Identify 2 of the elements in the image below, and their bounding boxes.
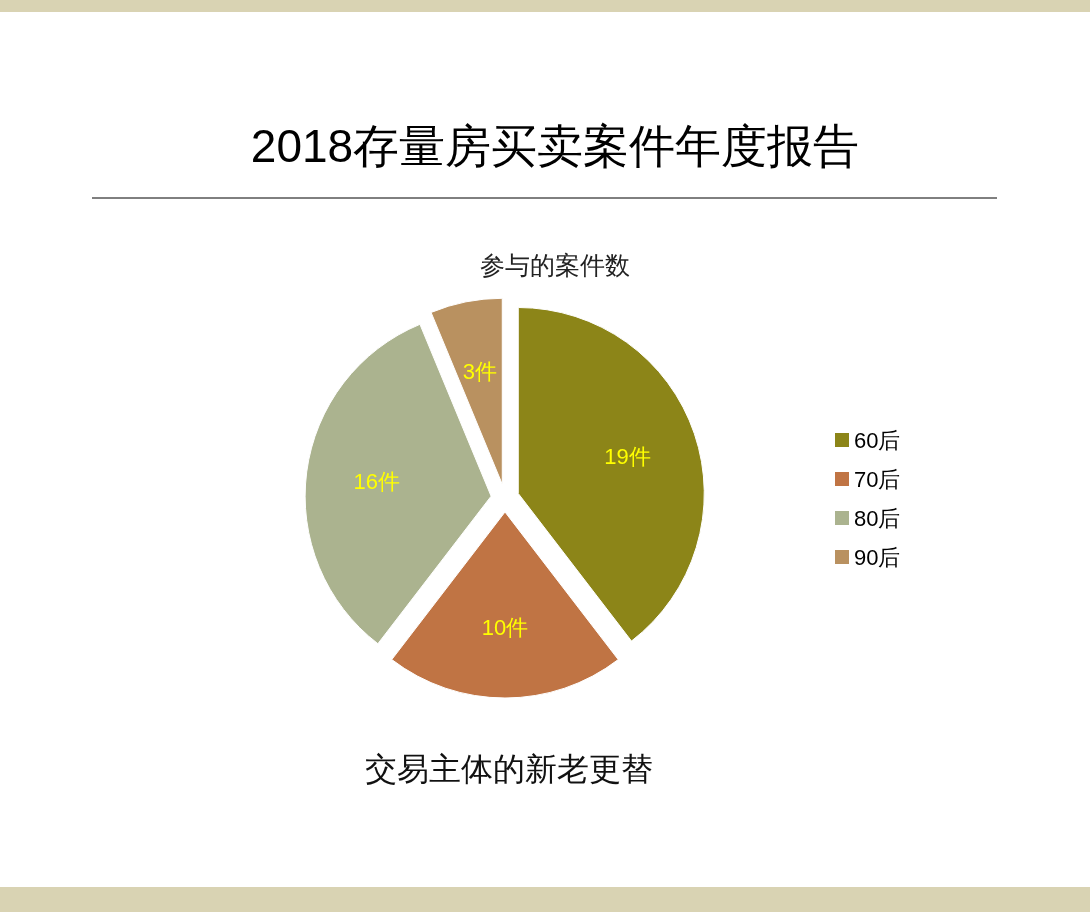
subtitle: 参与的案件数 bbox=[480, 252, 630, 279]
title: 2018存量房买卖案件年度报告 bbox=[250, 120, 860, 172]
